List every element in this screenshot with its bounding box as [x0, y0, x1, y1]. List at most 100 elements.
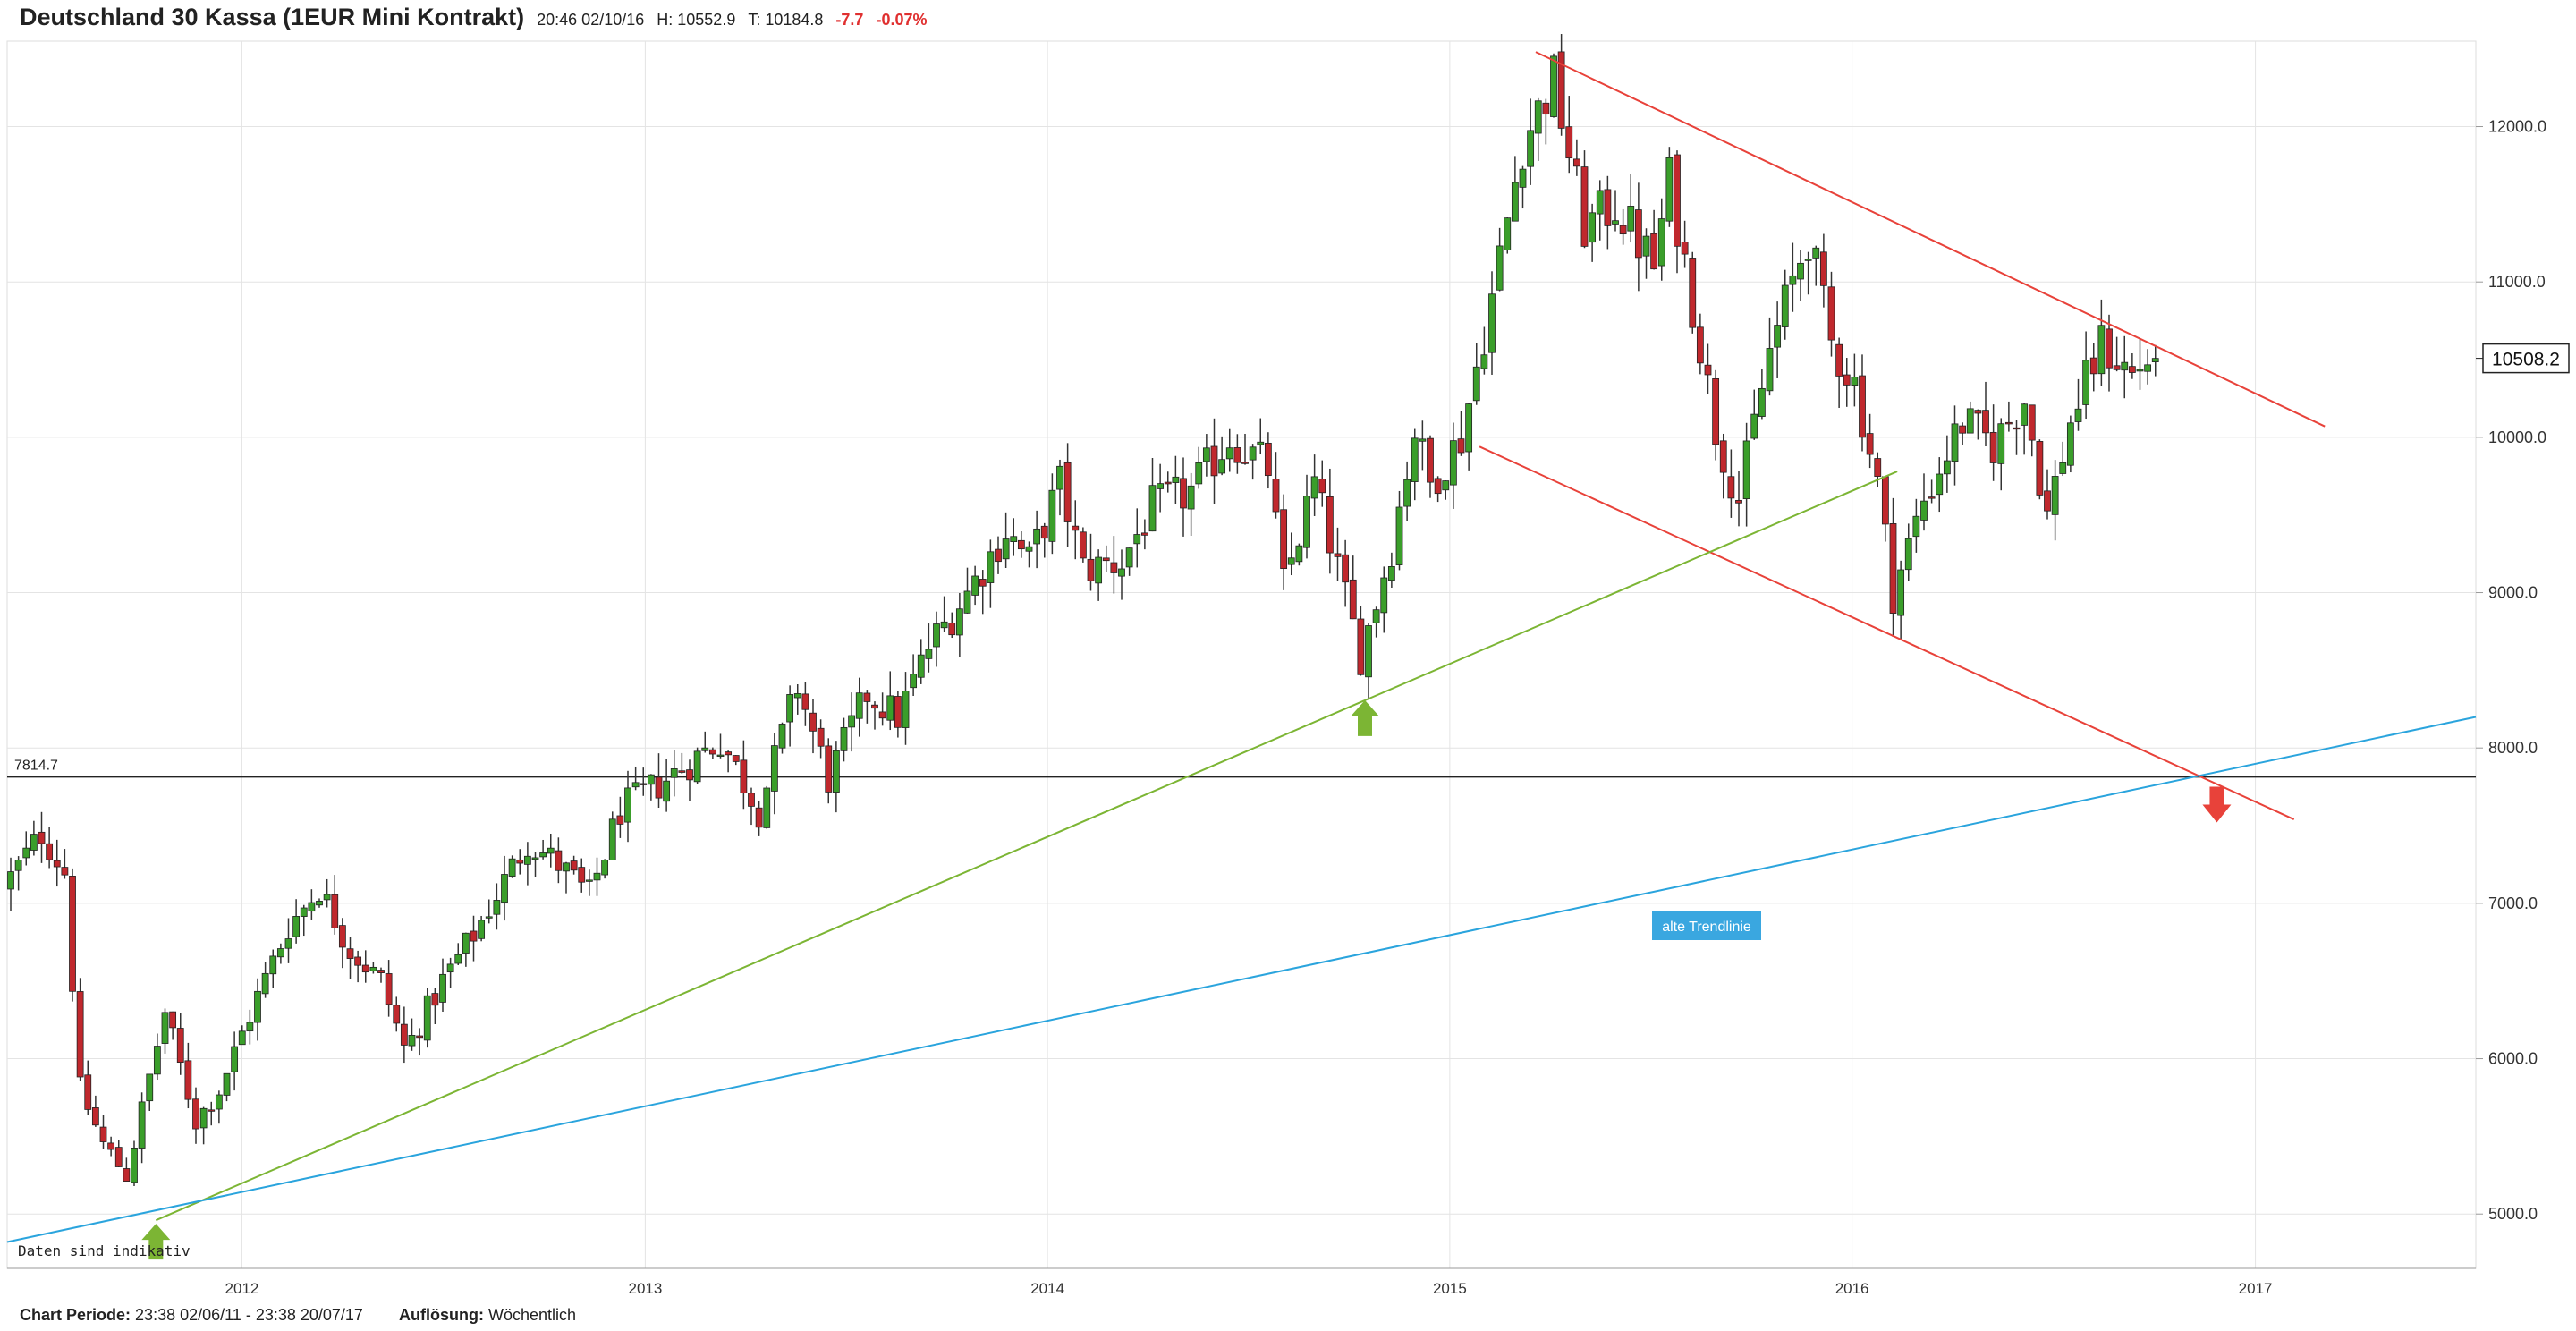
candle-body-32 — [254, 990, 261, 1023]
candle-body-2 — [22, 847, 30, 859]
candle-body-264 — [2044, 490, 2051, 512]
candle-body-121 — [940, 621, 948, 629]
candle-body-210 — [1627, 206, 1635, 232]
candle-body-248 — [1920, 500, 1928, 521]
candle-body-251 — [1943, 460, 1951, 475]
candle-body-228 — [1766, 348, 1774, 392]
annotation-box — [1650, 910, 1763, 942]
candle-body-6 — [53, 860, 61, 868]
candle-body-126 — [979, 579, 987, 587]
x-tick-label-5: 2017 — [2239, 1280, 2273, 1297]
candle-body-215 — [1665, 157, 1674, 222]
candle-body-224 — [1735, 499, 1742, 504]
candle-body-90 — [701, 747, 709, 751]
candle-body-226 — [1750, 413, 1758, 439]
y-tick-label-2: 7000.0 — [2488, 894, 2538, 912]
candle-body-59 — [462, 932, 470, 954]
candle-body-100 — [778, 724, 786, 749]
candle-body-216 — [1674, 154, 1681, 247]
candle-body-71 — [555, 850, 563, 871]
y-tick-label-4: 9000.0 — [2488, 584, 2538, 602]
candle-body-275 — [2128, 366, 2136, 373]
candle-body-51 — [400, 1023, 408, 1046]
candle-body-93 — [724, 751, 733, 756]
candle-body-54 — [423, 995, 431, 1041]
candle-body-16 — [131, 1148, 138, 1183]
arrow-down — [2202, 786, 2232, 823]
candle-body-143 — [1110, 562, 1118, 573]
candle-body-148 — [1148, 485, 1157, 532]
candle-body-161 — [1249, 446, 1257, 461]
candle-body-254 — [1966, 408, 1974, 434]
y-tick-label-7: 12000.0 — [2488, 118, 2546, 136]
high-value: H: 10552.9 — [657, 11, 736, 29]
candle-body-195 — [1511, 182, 1519, 222]
y-axis: 5000.0 6000.0 7000.0 8000.0 9000.0 10000.0 110… — [2476, 118, 2546, 1223]
candle-body-106 — [825, 745, 833, 793]
candle-body-123 — [955, 608, 963, 636]
candle-body-7 — [61, 867, 69, 876]
candle-body-124 — [963, 590, 971, 614]
candle-body-47 — [369, 966, 377, 971]
candle-body-155 — [1202, 447, 1210, 462]
candle-body-128 — [995, 548, 1002, 563]
candle-body-184 — [1427, 437, 1434, 483]
candle-body-199 — [1542, 102, 1550, 115]
candle-body-107 — [832, 750, 840, 793]
candle-body-101 — [786, 694, 794, 723]
period-label: Chart Periode: — [20, 1306, 131, 1324]
x-tick-label-3: 2015 — [1433, 1280, 1467, 1297]
candle-body-120 — [933, 623, 940, 648]
x-axis: 2012 2013 2014 2015 2016 2017 — [7, 1267, 2476, 1297]
candle-body-213 — [1650, 233, 1658, 270]
candle-body-169 — [1310, 476, 1318, 499]
candle-body-52 — [408, 1035, 416, 1047]
candle-body-278 — [2151, 358, 2159, 363]
candle-body-66 — [516, 859, 524, 864]
candle-body-57 — [446, 963, 454, 973]
candle-body-262 — [2028, 404, 2036, 441]
candle-body-191 — [1480, 354, 1488, 369]
candle-body-21 — [169, 1011, 177, 1029]
candle-body-110 — [855, 692, 863, 719]
candle-body-194 — [1504, 217, 1512, 250]
candle-body-133 — [1033, 528, 1041, 545]
candle-body-188 — [1457, 438, 1465, 454]
candle-body-242 — [1874, 458, 1882, 477]
candle-body-261 — [2021, 403, 2029, 426]
candle-body-85 — [663, 780, 671, 802]
candle-body-256 — [1982, 410, 1989, 434]
candle-body-182 — [1411, 437, 1419, 482]
candle-body-18 — [146, 1073, 154, 1102]
resolution-label: Auflösung: — [398, 1306, 484, 1324]
candle-body-249 — [1928, 496, 1936, 499]
candle-body-174 — [1349, 579, 1357, 620]
candle-body-8 — [69, 876, 76, 992]
low-value: T: 10184.8 — [748, 11, 824, 29]
candle-body-89 — [693, 750, 701, 783]
grid — [6, 40, 2477, 1269]
candle-body-193 — [1496, 245, 1504, 291]
trendlines[interactable] — [6, 51, 2477, 1243]
candle-body-65 — [508, 858, 516, 877]
candle-body-61 — [478, 920, 486, 939]
candle-body-198 — [1534, 100, 1542, 134]
candle-body-116 — [902, 691, 910, 728]
candle-body-112 — [871, 704, 878, 709]
candle-body-82 — [640, 783, 648, 785]
candle-body-266 — [2059, 462, 2067, 474]
candle-body-63 — [493, 900, 501, 915]
candle-body-31 — [246, 1022, 254, 1032]
candle-body-74 — [578, 867, 586, 883]
candle-body-88 — [686, 769, 693, 781]
candle-body-207 — [1604, 189, 1612, 226]
candle-body-142 — [1102, 557, 1110, 562]
candle-body-137 — [1063, 462, 1072, 522]
candle-body-78 — [608, 818, 616, 860]
candle-body-170 — [1318, 479, 1326, 494]
candle-body-232 — [1797, 262, 1804, 280]
x-tick-label-4: 2016 — [1835, 1280, 1869, 1297]
candle-body-131 — [1017, 539, 1025, 550]
candle-body-175 — [1357, 618, 1365, 675]
